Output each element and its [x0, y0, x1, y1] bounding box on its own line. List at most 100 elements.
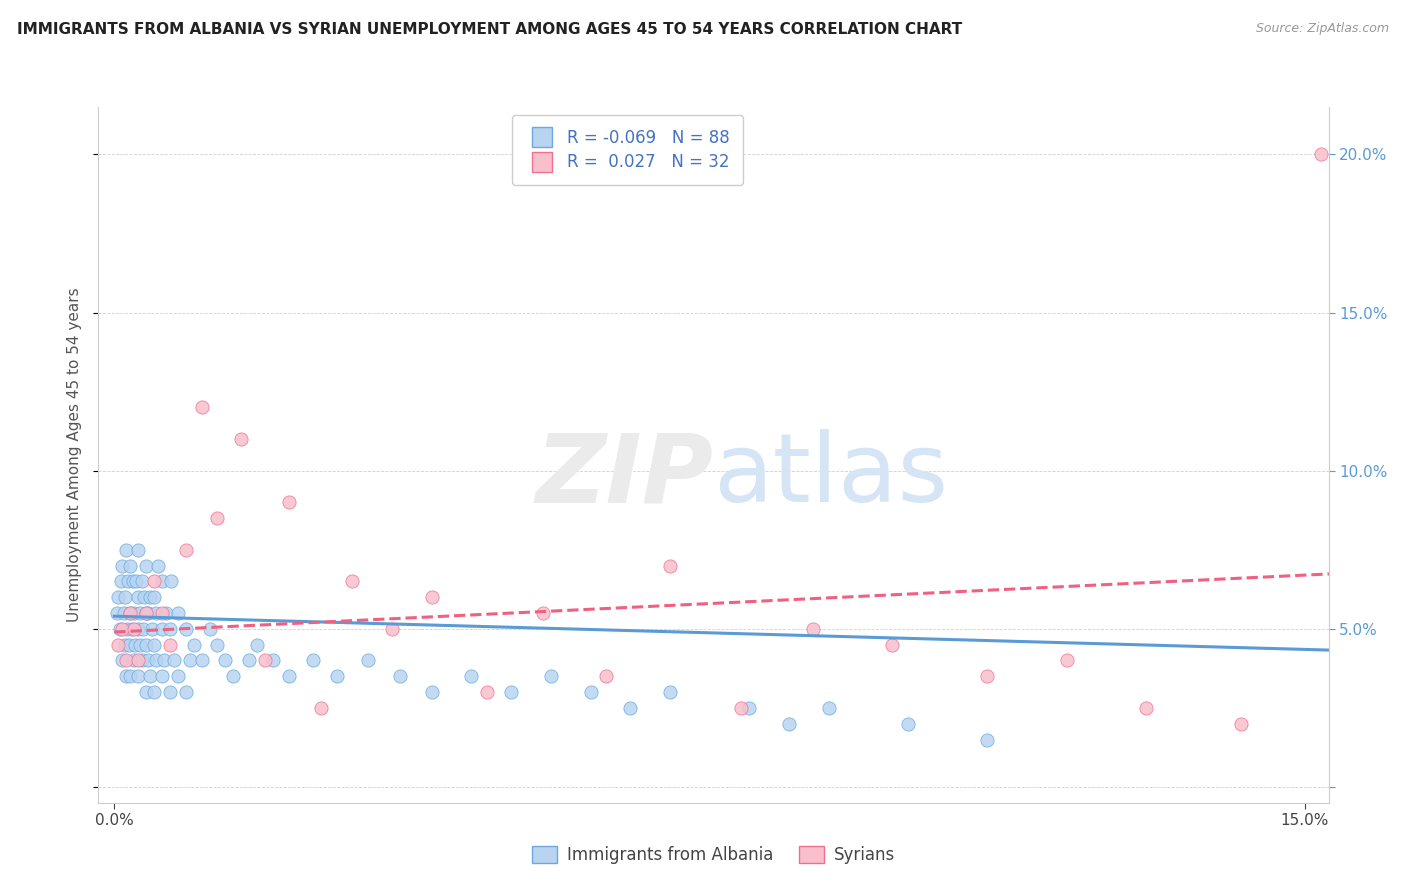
Point — [231, 432, 253, 446]
Point — [150, 669, 173, 683]
Point — [107, 638, 129, 652]
Point — [301, 653, 323, 667]
Point — [198, 622, 221, 636]
Point — [207, 511, 229, 525]
Point — [120, 669, 142, 683]
Point — [120, 558, 142, 573]
Point — [135, 606, 157, 620]
Point — [976, 669, 998, 683]
Point — [122, 653, 145, 667]
Point — [166, 606, 188, 620]
Point — [183, 638, 205, 652]
Point — [122, 606, 145, 620]
Point — [619, 701, 641, 715]
Point — [112, 606, 135, 620]
Point — [143, 638, 166, 652]
Point — [141, 622, 163, 636]
Point — [801, 622, 824, 636]
Point — [136, 653, 159, 667]
Point — [1135, 701, 1157, 715]
Text: IMMIGRANTS FROM ALBANIA VS SYRIAN UNEMPLOYMENT AMONG AGES 45 TO 54 YEARS CORRELA: IMMIGRANTS FROM ALBANIA VS SYRIAN UNEMPL… — [17, 22, 962, 37]
Point — [207, 638, 229, 652]
Point — [121, 622, 143, 636]
Point — [730, 701, 752, 715]
Point — [129, 606, 152, 620]
Point — [114, 591, 136, 605]
Point — [122, 622, 145, 636]
Point — [135, 685, 157, 699]
Point — [262, 653, 284, 667]
Point — [145, 653, 167, 667]
Point — [159, 622, 181, 636]
Point — [143, 574, 166, 589]
Point — [190, 401, 212, 415]
Point — [139, 591, 162, 605]
Point — [127, 622, 149, 636]
Y-axis label: Unemployment Among Ages 45 to 54 years: Unemployment Among Ages 45 to 54 years — [67, 287, 83, 623]
Point — [976, 732, 998, 747]
Point — [139, 669, 162, 683]
Point — [120, 606, 142, 620]
Point — [420, 685, 443, 699]
Point — [107, 591, 129, 605]
Point — [420, 591, 443, 605]
Point — [132, 622, 155, 636]
Point — [143, 591, 166, 605]
Point — [143, 685, 166, 699]
Text: atlas: atlas — [714, 429, 949, 523]
Point — [658, 558, 681, 573]
Point — [115, 653, 138, 667]
Point — [145, 606, 167, 620]
Point — [111, 622, 134, 636]
Point — [128, 638, 150, 652]
Point — [117, 574, 139, 589]
Point — [108, 622, 131, 636]
Point — [658, 685, 681, 699]
Point — [115, 542, 138, 557]
Point — [115, 622, 138, 636]
Point — [389, 669, 412, 683]
Point — [150, 606, 173, 620]
Point — [117, 638, 139, 652]
Point — [155, 606, 177, 620]
Point — [277, 669, 299, 683]
Point — [214, 653, 236, 667]
Point — [477, 685, 499, 699]
Point — [357, 653, 380, 667]
Point — [1309, 147, 1331, 161]
Point — [277, 495, 299, 509]
Point — [127, 653, 149, 667]
Point — [120, 606, 142, 620]
Point — [135, 638, 157, 652]
Point — [1056, 653, 1078, 667]
Point — [111, 558, 134, 573]
Point — [110, 574, 132, 589]
Point — [166, 669, 188, 683]
Point — [190, 653, 212, 667]
Point — [131, 574, 153, 589]
Point — [1230, 716, 1253, 731]
Point — [309, 701, 332, 715]
Point — [146, 558, 169, 573]
Point — [121, 574, 143, 589]
Point — [131, 653, 153, 667]
Point — [160, 574, 183, 589]
Point — [127, 591, 149, 605]
Point — [159, 685, 181, 699]
Legend: Immigrants from Albania, Syrians: Immigrants from Albania, Syrians — [526, 839, 901, 871]
Point — [135, 558, 157, 573]
Point — [540, 669, 562, 683]
Point — [150, 622, 173, 636]
Point — [159, 638, 181, 652]
Point — [115, 669, 138, 683]
Point — [135, 606, 157, 620]
Point — [114, 638, 136, 652]
Point — [738, 701, 761, 715]
Point — [238, 653, 260, 667]
Point — [531, 606, 554, 620]
Point — [381, 622, 404, 636]
Point — [595, 669, 617, 683]
Point — [127, 669, 149, 683]
Point — [125, 574, 148, 589]
Text: ZIP: ZIP — [536, 429, 714, 523]
